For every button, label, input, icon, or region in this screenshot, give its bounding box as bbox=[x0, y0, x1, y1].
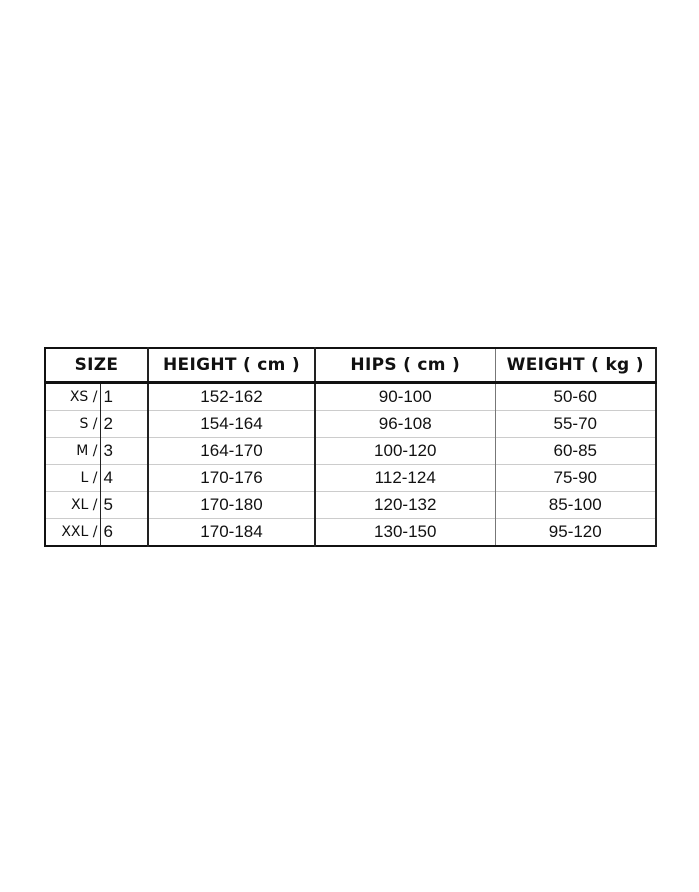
size-label: XXL / bbox=[45, 518, 101, 546]
table-row: M /3 164-170 100-120 60-85 bbox=[45, 437, 657, 465]
size-number: 1 bbox=[100, 382, 149, 411]
hips-cell: 112-124 bbox=[315, 464, 496, 492]
table-row: XS /1 152-162 90-100 50-60 bbox=[45, 382, 657, 411]
weight-cell: 75-90 bbox=[495, 464, 657, 492]
header-row: SIZE HEIGHT ( cm ) HIPS ( cm ) WEIGHT ( … bbox=[45, 348, 657, 384]
size-label: S / bbox=[45, 410, 101, 438]
height-cell: 164-170 bbox=[148, 437, 316, 465]
header-hips: HIPS ( cm ) bbox=[315, 348, 496, 384]
height-cell: 170-176 bbox=[148, 464, 316, 492]
table-row: XXL /6 170-184 130-150 95-120 bbox=[45, 518, 657, 546]
size-label: XL / bbox=[45, 491, 101, 519]
size-number: 3 bbox=[100, 437, 149, 465]
header-weight: WEIGHT ( kg ) bbox=[495, 348, 657, 384]
height-cell: 154-164 bbox=[148, 410, 316, 438]
hips-cell: 96-108 bbox=[315, 410, 496, 438]
size-chart-table: SIZE HEIGHT ( cm ) HIPS ( cm ) WEIGHT ( … bbox=[44, 347, 657, 547]
hips-cell: 90-100 bbox=[315, 382, 496, 411]
weight-cell: 95-120 bbox=[495, 518, 657, 546]
height-cell: 170-184 bbox=[148, 518, 316, 546]
hips-cell: 100-120 bbox=[315, 437, 496, 465]
height-cell: 170-180 bbox=[148, 491, 316, 519]
hips-cell: 120-132 bbox=[315, 491, 496, 519]
header-height: HEIGHT ( cm ) bbox=[148, 348, 316, 384]
table-row: L /4 170-176 112-124 75-90 bbox=[45, 464, 657, 492]
size-number: 5 bbox=[100, 491, 149, 519]
weight-cell: 85-100 bbox=[495, 491, 657, 519]
hips-cell: 130-150 bbox=[315, 518, 496, 546]
size-label: M / bbox=[45, 437, 101, 465]
header-size: SIZE bbox=[45, 348, 149, 384]
size-number: 6 bbox=[100, 518, 149, 546]
table-row: S /2 154-164 96-108 55-70 bbox=[45, 410, 657, 438]
size-label: XS / bbox=[45, 382, 101, 411]
size-label: L / bbox=[45, 464, 101, 492]
height-cell: 152-162 bbox=[148, 382, 316, 411]
table-row: XL /5 170-180 120-132 85-100 bbox=[45, 491, 657, 519]
size-number: 2 bbox=[100, 410, 149, 438]
weight-cell: 50-60 bbox=[495, 382, 657, 411]
weight-cell: 55-70 bbox=[495, 410, 657, 438]
weight-cell: 60-85 bbox=[495, 437, 657, 465]
size-number: 4 bbox=[100, 464, 149, 492]
